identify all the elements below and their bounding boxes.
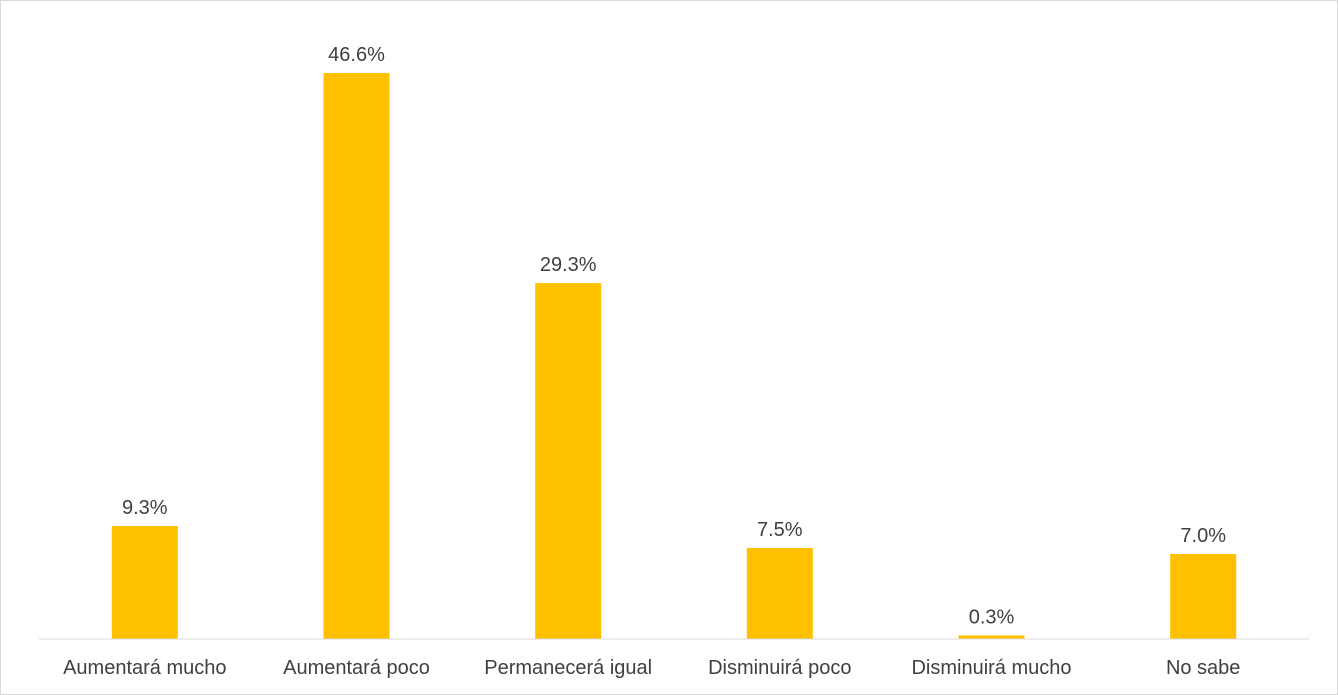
- category-labels-group: Aumentará mucho Aumentará poco Permanecerá…: [63, 657, 1240, 679]
- data-label-0: 9.3%: [122, 497, 168, 519]
- bar-3: [746, 547, 813, 639]
- data-labels-group: 9.3% 46.6% 29.3% 7.5% 0.3% 7.0%: [122, 44, 1226, 628]
- bar-1: [323, 73, 390, 639]
- data-label-2: 29.3%: [540, 254, 597, 276]
- category-label-1: Aumentará poco: [283, 657, 430, 679]
- data-label-1: 46.6%: [328, 44, 385, 66]
- category-label-4: Disminuirá mucho: [911, 657, 1071, 679]
- category-label-3: Disminuirá poco: [708, 657, 851, 679]
- bar-2: [535, 283, 602, 639]
- category-label-5: No sabe: [1166, 657, 1241, 679]
- data-label-3: 7.5%: [757, 519, 803, 541]
- data-label-5: 7.0%: [1180, 525, 1226, 547]
- data-label-4: 0.3%: [969, 606, 1015, 628]
- category-label-0: Aumentará mucho: [63, 657, 226, 679]
- bar-0: [111, 526, 178, 639]
- bar-4: [958, 635, 1025, 639]
- bars-group: [111, 73, 1237, 639]
- bar-5: [1170, 554, 1237, 639]
- category-label-2: Permanecerá igual: [484, 657, 652, 679]
